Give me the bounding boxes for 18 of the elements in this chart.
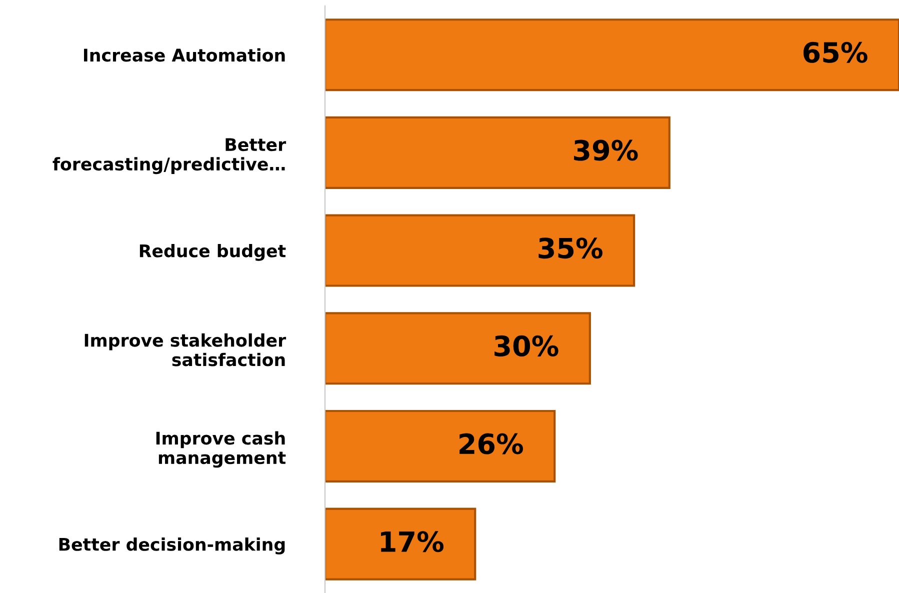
bar [324,18,899,92]
data-label: 39% [574,140,638,161]
bar [324,410,556,482]
data-label: 26% [460,433,523,454]
data-label: 65% [804,42,868,63]
bar [324,214,636,287]
data-label: 17% [381,531,444,552]
data-label: 35% [538,238,602,259]
y-tick-label: Better decision-making [59,537,285,554]
y-tick-label: Improve stakeholder satisfaction [84,333,286,366]
y-tick-label: Increase Automation [84,48,285,62]
data-label: 30% [494,335,558,356]
bar [324,312,591,385]
y-tick-label: Improve cash management [156,431,286,468]
bar [324,508,476,580]
bar [324,116,670,189]
y-tick-label: Reduce budget [140,244,286,261]
y-tick-label: Better forecasting/predictive… [52,138,286,174]
